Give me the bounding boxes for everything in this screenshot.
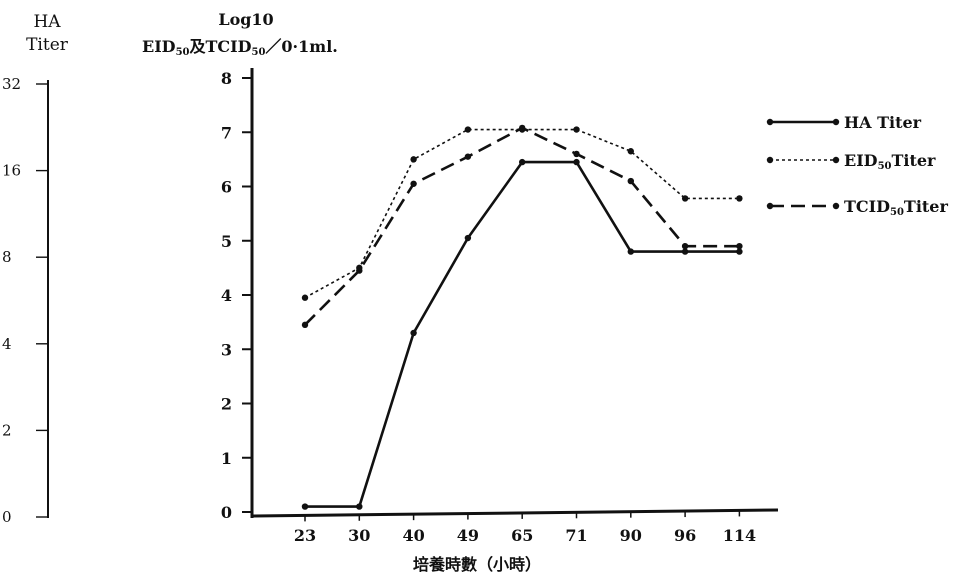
series-3-point bbox=[573, 150, 580, 158]
legend-marker bbox=[832, 202, 840, 210]
legend-label-main: HA Titer bbox=[844, 113, 922, 132]
main-axis-title-sub1: 50 bbox=[176, 47, 190, 58]
x-tick-label: 96 bbox=[674, 526, 696, 545]
series-2-point bbox=[301, 294, 309, 301]
y-tick-label: 6 bbox=[221, 178, 232, 197]
left-axis-title-line1: HA bbox=[33, 12, 61, 32]
legend-label-2: EID50Titer bbox=[844, 151, 936, 172]
series-3-point bbox=[410, 180, 417, 187]
main-axis-title-line1: Log10 bbox=[218, 10, 273, 29]
series-3-point bbox=[627, 177, 634, 185]
series-2-point bbox=[410, 156, 417, 163]
legend-label-sub: 50 bbox=[878, 161, 892, 172]
series-line-3 bbox=[304, 126, 740, 326]
series-line-1 bbox=[305, 160, 740, 508]
main-axis-title-eid: EID bbox=[142, 37, 176, 56]
legend-marker bbox=[766, 118, 774, 126]
series-1-point bbox=[681, 248, 689, 255]
x-tick-label: 90 bbox=[620, 526, 642, 545]
legend-label-3: TCID50Titer bbox=[844, 197, 948, 218]
y-tick-label: 4 bbox=[221, 286, 232, 305]
series-3-point bbox=[301, 321, 309, 329]
series-1-point bbox=[410, 329, 417, 337]
y-tick-label: 3 bbox=[221, 340, 232, 359]
legend-label-1: HA Titer bbox=[844, 113, 922, 132]
legend-label-main: EID bbox=[844, 151, 878, 170]
y-tick-label: 1 bbox=[221, 449, 232, 468]
left-axis-ticks: 32 16 8 4 2 0 bbox=[2, 75, 48, 526]
left-tick-label: 4 bbox=[2, 335, 12, 353]
x-tick-label: 49 bbox=[457, 526, 479, 545]
x-axis-title: 培養時數（小時） bbox=[413, 555, 541, 574]
x-tick-label: 65 bbox=[511, 526, 533, 545]
series-2-point bbox=[736, 195, 743, 202]
main-x-axis-line bbox=[251, 508, 779, 518]
y-tick-label: 8 bbox=[221, 69, 232, 88]
main-y-axis-ticks: 0 1 2 3 4 5 6 7 8 bbox=[221, 69, 252, 522]
series-line-2 bbox=[304, 128, 740, 299]
series-3-point bbox=[356, 267, 363, 274]
left-tick-label: 8 bbox=[2, 248, 12, 266]
legend-label-main: TCID bbox=[844, 197, 890, 216]
x-tick-label: 30 bbox=[348, 526, 370, 545]
legend-marker bbox=[766, 202, 774, 210]
series-1-point bbox=[464, 234, 472, 242]
left-tick-label: 0 bbox=[2, 508, 12, 526]
left-axis-title-line2: Titer bbox=[26, 35, 69, 55]
series-2-point bbox=[627, 148, 634, 155]
left-axis: HA Titer 32 16 8 4 2 0 bbox=[2, 12, 69, 526]
main-axis-title-line2: EID50及TCID50／0·1ml. bbox=[142, 37, 338, 58]
main-axis-title-unit: ／0·1ml. bbox=[265, 37, 337, 56]
legend-marker bbox=[832, 118, 840, 126]
legend-label-sub: 50 bbox=[890, 207, 904, 218]
legend-label-tail: Titer bbox=[904, 197, 949, 216]
series-1-point bbox=[301, 503, 309, 510]
series-3-point bbox=[519, 124, 526, 132]
left-tick-label: 32 bbox=[2, 75, 21, 93]
series-2-point bbox=[464, 126, 472, 133]
x-tick-label: 23 bbox=[294, 526, 316, 545]
series-1-point bbox=[627, 248, 634, 255]
y-tick-label: 0 bbox=[221, 503, 232, 522]
y-tick-label: 7 bbox=[221, 123, 232, 142]
series-3-point bbox=[681, 242, 689, 250]
series-2-point bbox=[573, 126, 580, 133]
series-3-point bbox=[464, 153, 472, 160]
left-tick-label: 16 bbox=[2, 162, 21, 180]
legend-marker bbox=[766, 156, 774, 164]
x-axis-ticks: 23 30 40 49 65 71 90 96 114 bbox=[294, 510, 756, 545]
series-1-point bbox=[573, 158, 580, 166]
y-tick-label: 5 bbox=[221, 232, 232, 251]
series-1-point bbox=[736, 248, 743, 255]
y-tick-label: 2 bbox=[221, 395, 232, 414]
legend-marker bbox=[832, 156, 840, 164]
main-axis-title-sub2: 50 bbox=[252, 47, 266, 58]
main-axis-title-tcid: 及TCID bbox=[189, 37, 251, 56]
series-2-point bbox=[681, 195, 689, 202]
series-1-point bbox=[356, 503, 363, 510]
series-layer bbox=[301, 124, 743, 510]
x-tick-label: 40 bbox=[402, 526, 424, 545]
x-tick-label: 114 bbox=[723, 526, 756, 545]
series-3-point bbox=[736, 242, 743, 250]
series-1-point bbox=[519, 158, 526, 166]
x-tick-label: 71 bbox=[565, 526, 587, 545]
legend-label-tail: Titer bbox=[891, 151, 936, 170]
left-tick-label: 2 bbox=[2, 421, 12, 439]
